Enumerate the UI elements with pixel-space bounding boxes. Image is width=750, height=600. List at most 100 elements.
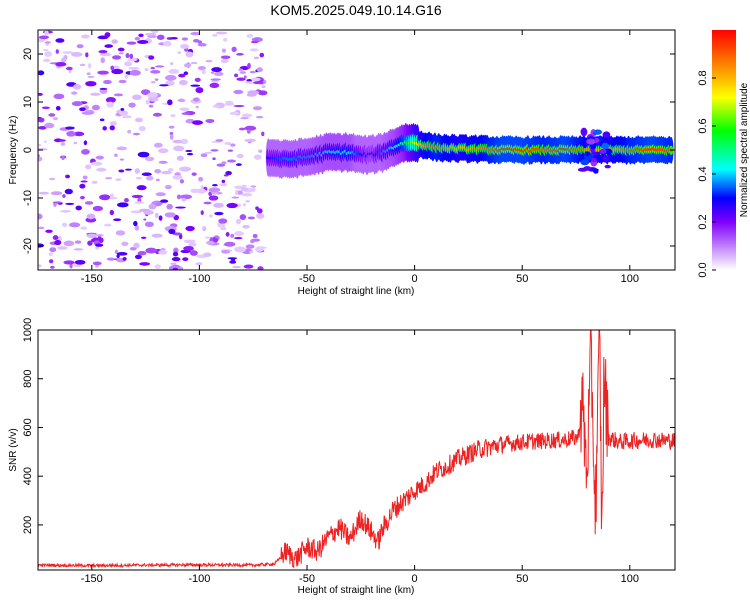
colorbar-tick-label: 0.6 (697, 118, 709, 133)
heatmap-cell (216, 163, 226, 167)
heatmap-cell (604, 148, 613, 155)
heatmap-cell (135, 176, 143, 180)
heatmap-cell (91, 180, 98, 184)
heatmap-cell (235, 218, 241, 225)
heatmap-cell (160, 199, 169, 203)
y-tick-label: 10 (22, 96, 34, 108)
heatmap-cell (94, 243, 104, 247)
heatmap-cell (245, 244, 255, 249)
colorbar-tick-label: 0.2 (697, 214, 709, 229)
heatmap-cell (224, 102, 235, 106)
heatmap-cell (117, 47, 125, 52)
heatmap-cell (253, 81, 264, 85)
heatmap-cell (154, 78, 159, 81)
heatmap-cell (154, 65, 165, 68)
heatmap-cell (190, 84, 201, 87)
heatmap-cell (85, 80, 97, 87)
heatmap-cell (170, 37, 178, 40)
y-tick-label: 200 (22, 516, 34, 534)
heatmap-cell (127, 129, 132, 134)
heatmap-cell (183, 246, 194, 251)
heatmap-cell (256, 67, 263, 73)
heatmap-cell (251, 187, 256, 192)
y-tick-label: -10 (22, 190, 34, 206)
heatmap-cell (230, 143, 236, 147)
heatmap-cell (197, 65, 206, 71)
heatmap-cell (38, 70, 45, 76)
heatmap-cell (599, 149, 607, 154)
snr-y-axis: 200 400 600 800 1000 (22, 318, 675, 534)
y-tick-label: 0 (22, 147, 34, 153)
heatmap-cell (69, 263, 73, 269)
heatmap-cell (43, 140, 47, 143)
heatmap-cell (48, 177, 56, 181)
heatmap-cell (240, 116, 250, 120)
heatmap-cell (172, 175, 183, 180)
heatmap-cell (138, 125, 146, 132)
heatmap-cell (241, 113, 253, 118)
y-tick-label: 1000 (22, 318, 34, 342)
heatmap-cell (121, 241, 129, 246)
spectrogram-y-label: Frequency (Hz) (8, 116, 19, 185)
heatmap-cell (49, 247, 57, 253)
heatmap-cell (221, 223, 226, 229)
heatmap-cell (134, 168, 140, 174)
heatmap-cell (154, 212, 159, 219)
heatmap-cell (38, 213, 43, 220)
heatmap-cell (239, 71, 247, 74)
heatmap-cell (242, 224, 250, 229)
heatmap-cell (113, 93, 124, 97)
heatmap-cell (86, 233, 98, 239)
heatmap-cell (170, 114, 176, 118)
heatmap-cell (65, 126, 75, 130)
heatmap-cell (155, 178, 160, 182)
heatmap-cell (158, 215, 163, 221)
heatmap-cell (586, 138, 596, 145)
heatmap-cell (144, 32, 157, 36)
heatmap-cell (231, 196, 240, 199)
heatmap-cell (213, 202, 224, 208)
heatmap-cell (601, 142, 609, 150)
heatmap-cell (113, 218, 122, 222)
heatmap-cell (119, 158, 124, 161)
heatmap-cell (80, 180, 88, 183)
spectrogram-y-axis: -20 -10 0 10 20 (22, 48, 675, 254)
heatmap-cell (62, 51, 74, 54)
heatmap-cell (99, 87, 108, 90)
heatmap-cell (76, 44, 84, 49)
heatmap-cell (179, 166, 192, 172)
heatmap-cell (61, 155, 65, 161)
heatmap-cell (179, 107, 190, 111)
heatmap-cell (257, 266, 264, 270)
heatmap-cell (87, 75, 95, 78)
heatmap-cell (208, 191, 213, 197)
heatmap-cell (602, 155, 610, 162)
heatmap-cell (191, 172, 197, 176)
snr-series-line (38, 330, 675, 569)
heatmap-cell (175, 206, 186, 209)
heatmap-cell (127, 57, 138, 62)
heatmap-cell (52, 117, 59, 121)
heatmap-cell (109, 125, 115, 131)
heatmap-cell (256, 213, 265, 219)
heatmap-cell (104, 32, 111, 38)
heatmap-cell (177, 51, 181, 55)
heatmap-cell (124, 73, 129, 79)
heatmap-cell (137, 151, 150, 158)
x-tick-label: -100 (188, 573, 210, 585)
heatmap-cell (103, 223, 112, 227)
heatmap-cell (236, 77, 246, 81)
heatmap-cell (60, 57, 67, 63)
heatmap-cell (99, 118, 105, 122)
heatmap-cell (69, 222, 81, 228)
heatmap-cell (140, 236, 147, 239)
heatmap-cell (164, 184, 172, 190)
heatmap-cell (168, 228, 176, 235)
heatmap-cell (38, 35, 50, 40)
snr-y-label: SNR (v/v) (8, 428, 19, 471)
heatmap-cell (255, 115, 264, 119)
heatmap-cell (230, 233, 235, 238)
heatmap-cell (148, 104, 154, 108)
heatmap-cell (81, 148, 90, 155)
heatmap-cell (96, 167, 107, 172)
